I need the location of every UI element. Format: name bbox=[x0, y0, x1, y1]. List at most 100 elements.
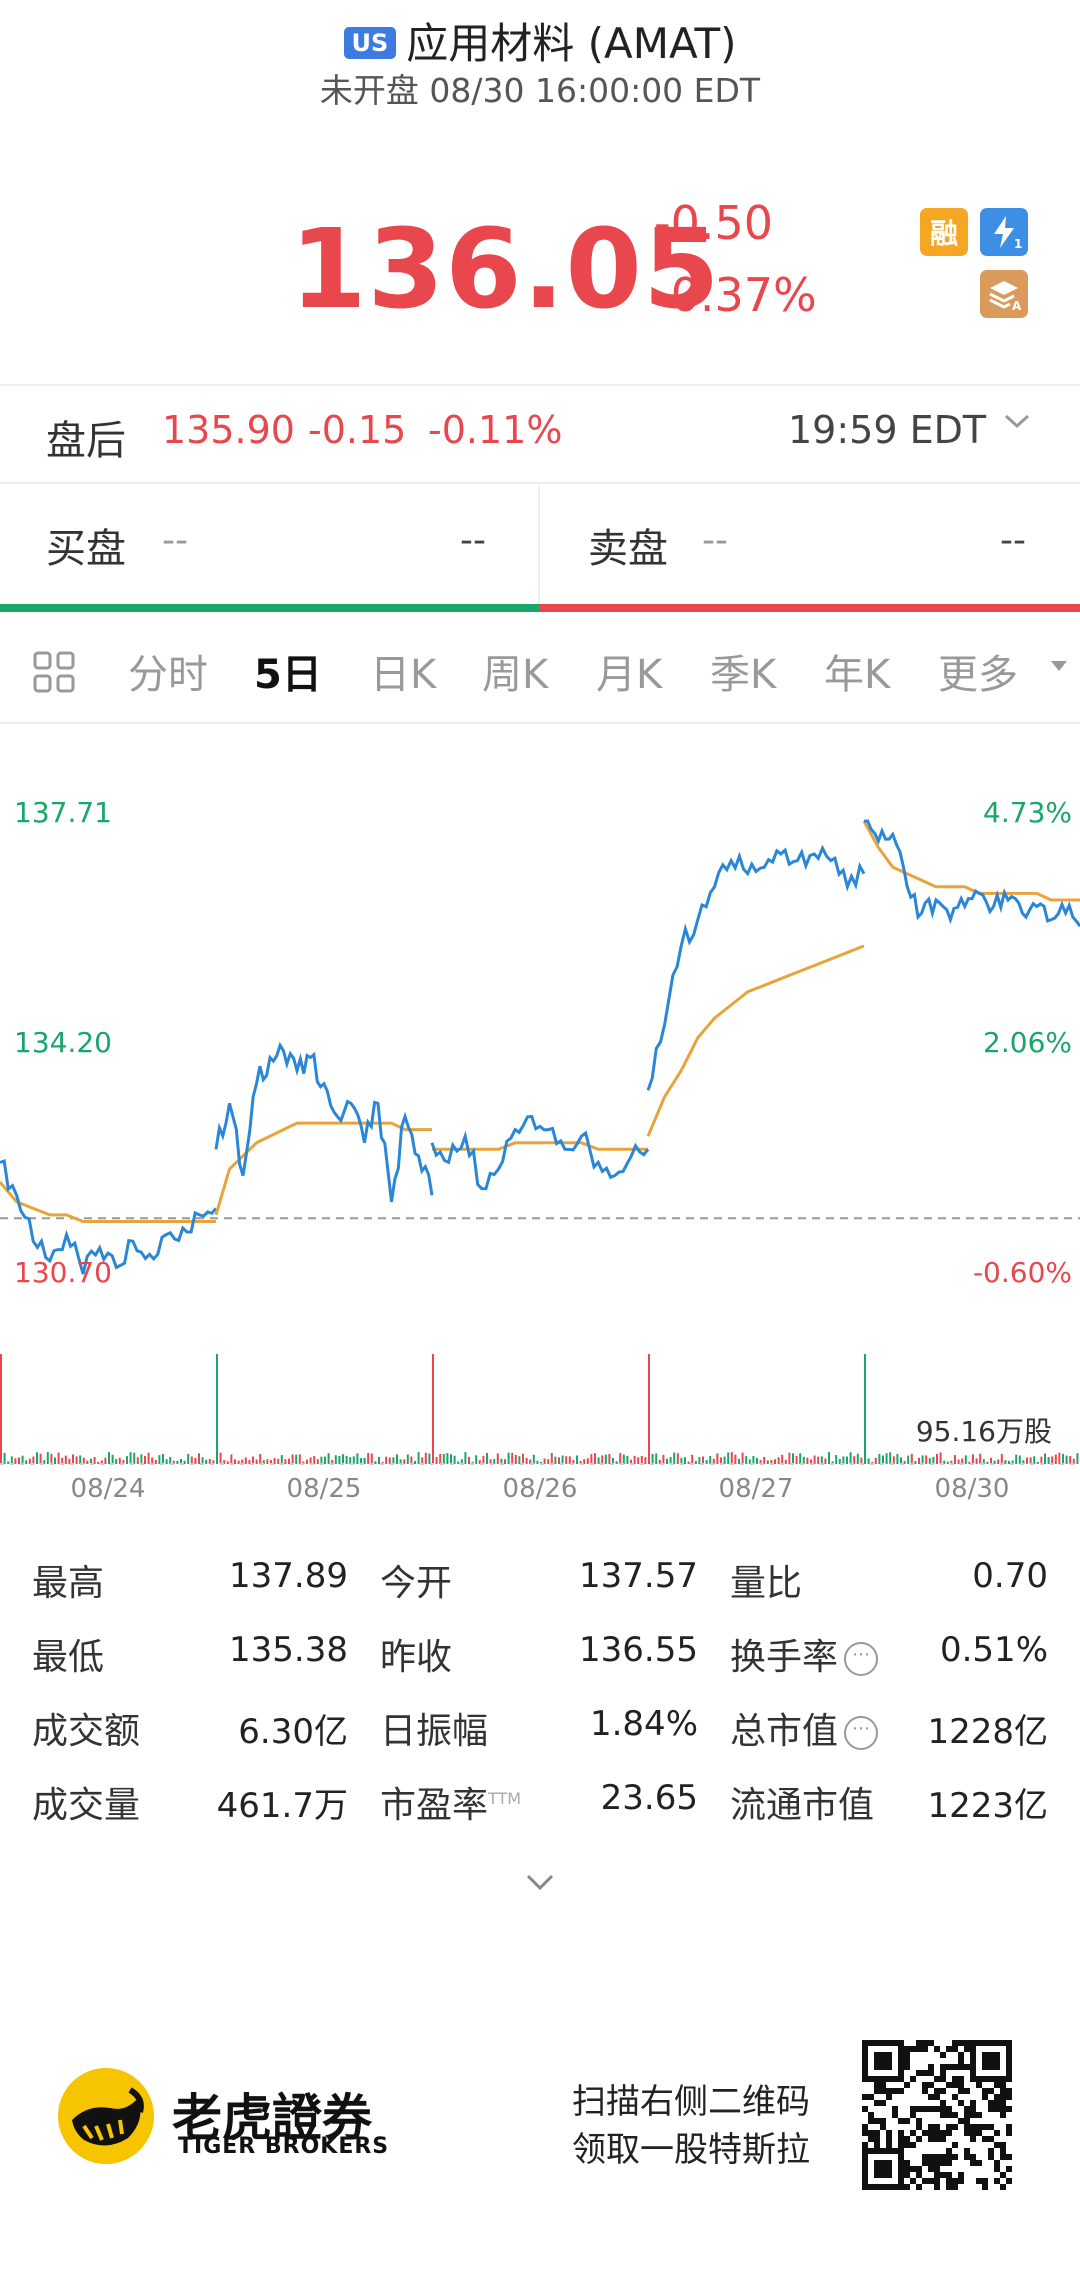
volume-bar bbox=[165, 1459, 168, 1464]
volume-bar bbox=[468, 1456, 470, 1464]
chart-period-tabs: 分时 5日 日K 周K 月K 季K 年K 更多 bbox=[0, 612, 1080, 722]
stat-value: 1.84% bbox=[589, 1704, 698, 1744]
volume-bar bbox=[979, 1453, 982, 1464]
stat-label: 量比 bbox=[730, 1563, 803, 1604]
stat-value: 6.30亿 bbox=[238, 1712, 348, 1752]
tab-yearly-k[interactable]: 年K bbox=[824, 652, 891, 698]
volume-bar bbox=[356, 1453, 359, 1464]
volume-bar bbox=[86, 1460, 89, 1464]
volume-bar bbox=[684, 1457, 686, 1464]
y-tick-left-mid: 134.20 bbox=[14, 1026, 112, 1059]
volume-bar bbox=[644, 1457, 647, 1464]
volume-bar bbox=[716, 1453, 719, 1464]
volume-bar bbox=[590, 1454, 593, 1464]
volume-bar bbox=[954, 1455, 956, 1464]
volume-bar bbox=[626, 1455, 629, 1464]
volume-bar bbox=[932, 1456, 935, 1464]
stat-label: 总市值 bbox=[730, 1711, 839, 1752]
volume-bar bbox=[543, 1458, 546, 1464]
volume-bar bbox=[144, 1456, 146, 1464]
volume-bar bbox=[313, 1456, 316, 1464]
volume-bar bbox=[43, 1460, 46, 1464]
volume-bar bbox=[442, 1454, 445, 1464]
tab-5day[interactable]: 5日 bbox=[254, 652, 322, 698]
volume-bar bbox=[918, 1457, 920, 1464]
volume-bar bbox=[108, 1452, 110, 1464]
tab-intraday[interactable]: 分时 bbox=[128, 652, 208, 698]
volume-bar bbox=[450, 1454, 452, 1464]
volume-bar bbox=[788, 1452, 791, 1464]
tab-daily-k[interactable]: 日K bbox=[370, 652, 437, 698]
price-line-08-25 bbox=[214, 1041, 434, 1203]
after-hours-row[interactable]: 盘后 135.90 -0.15 -0.11% 19:59 EDT bbox=[0, 390, 1080, 478]
lightning-level1-icon[interactable]: 1 bbox=[980, 208, 1028, 256]
tab-weekly-k[interactable]: 周K bbox=[482, 652, 549, 698]
volume-bar bbox=[255, 1459, 258, 1464]
volume-bar bbox=[676, 1453, 679, 1464]
info-icon[interactable]: ⋯ bbox=[844, 1716, 879, 1750]
volume-bar bbox=[770, 1459, 773, 1464]
volume-bar bbox=[374, 1461, 377, 1464]
volume-bar bbox=[734, 1454, 737, 1464]
margin-badge-icon[interactable]: 融 bbox=[920, 208, 968, 256]
volume-bar bbox=[471, 1461, 474, 1464]
info-icon[interactable]: ⋯ bbox=[844, 1642, 879, 1676]
volume-bar bbox=[223, 1460, 226, 1464]
after-hours-change: -0.15 bbox=[308, 408, 407, 452]
stat-label: 换手率 bbox=[730, 1637, 839, 1678]
volume-bar bbox=[1044, 1453, 1046, 1464]
volume-bar bbox=[266, 1459, 269, 1464]
tab-more[interactable]: 更多 bbox=[938, 652, 1018, 698]
volume-bar bbox=[302, 1461, 305, 1464]
volume-bar bbox=[662, 1454, 665, 1464]
volume-bar bbox=[68, 1458, 71, 1464]
volume-bar bbox=[752, 1456, 755, 1464]
volume-bar bbox=[381, 1461, 384, 1464]
stack-a-icon[interactable]: A bbox=[980, 270, 1028, 318]
divider bbox=[0, 722, 1080, 724]
volume-bar bbox=[453, 1455, 456, 1464]
volume-bar bbox=[32, 1456, 35, 1464]
volume-bar bbox=[900, 1457, 902, 1464]
chevron-down-icon[interactable] bbox=[1000, 404, 1034, 447]
volume-bar bbox=[943, 1460, 946, 1464]
volume-bar bbox=[763, 1456, 766, 1464]
volume-bar bbox=[698, 1457, 701, 1464]
volume-bar bbox=[309, 1457, 312, 1464]
volume-bar bbox=[709, 1456, 712, 1464]
y-tick-right-mid: 2.06% bbox=[983, 1026, 1072, 1059]
volume-bar bbox=[802, 1456, 805, 1464]
grid-layout-icon[interactable] bbox=[32, 650, 76, 694]
volume-bar bbox=[925, 1455, 928, 1464]
volume-bar bbox=[388, 1457, 391, 1464]
volume-bar bbox=[939, 1452, 942, 1464]
volume-bar bbox=[799, 1453, 802, 1464]
stat-label: 流通市值 bbox=[730, 1785, 875, 1826]
volume-bar bbox=[529, 1459, 532, 1464]
stat-label: 今开 bbox=[380, 1563, 453, 1604]
qr-code-icon[interactable] bbox=[862, 2040, 1012, 2190]
five-day-chart[interactable]: 08/24 08/25 08/26 08/27 08/30 137.71 134.20 … bbox=[0, 724, 1080, 1544]
volume-bar bbox=[813, 1455, 816, 1464]
tab-quarterly-k[interactable]: 季K bbox=[710, 652, 777, 698]
volume-bar bbox=[525, 1458, 528, 1464]
volume-bar bbox=[176, 1460, 179, 1464]
caret-down-icon[interactable] bbox=[1048, 654, 1070, 680]
volume-bar bbox=[10, 1456, 13, 1464]
volume-bar bbox=[352, 1456, 355, 1464]
volume-bar bbox=[1072, 1458, 1075, 1464]
volume-bar bbox=[64, 1455, 67, 1464]
volume-bar bbox=[673, 1452, 676, 1464]
stat-label: 成交量 bbox=[32, 1785, 141, 1826]
volume-bar bbox=[1015, 1454, 1018, 1464]
volume-bar bbox=[338, 1456, 341, 1464]
tab-monthly-k[interactable]: 月K bbox=[596, 652, 663, 698]
volume-bar bbox=[687, 1461, 690, 1464]
volume-bar bbox=[61, 1457, 64, 1464]
volume-bar bbox=[558, 1457, 560, 1464]
volume-bar bbox=[730, 1452, 733, 1464]
volume-bar bbox=[874, 1457, 877, 1464]
expand-chevron-icon[interactable] bbox=[520, 1862, 560, 1908]
orderbook: 买盘 -- -- 卖盘 -- -- bbox=[0, 486, 1080, 606]
volume-bar bbox=[342, 1454, 344, 1464]
